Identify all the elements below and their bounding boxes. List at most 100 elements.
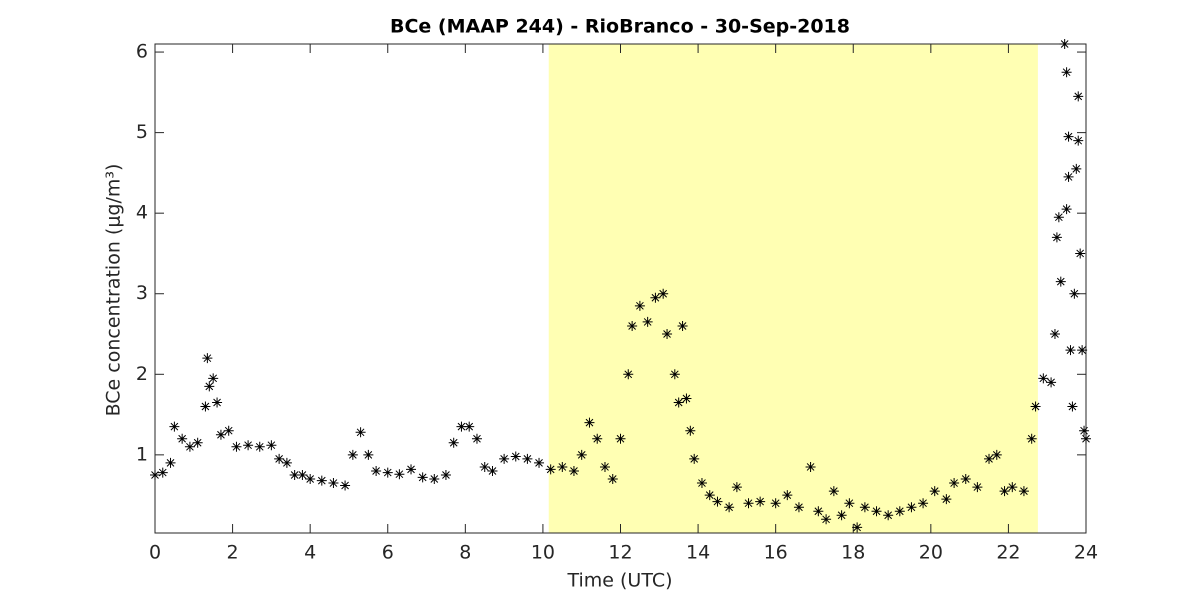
data-point [821, 514, 832, 525]
data-point [1067, 401, 1078, 412]
data-point [371, 465, 382, 476]
data-point [929, 486, 940, 497]
data-point [471, 433, 482, 444]
data-point [883, 510, 894, 521]
data-point [456, 421, 467, 432]
data-point [607, 474, 618, 485]
data-point [1038, 373, 1049, 384]
data-point [984, 453, 995, 464]
data-point [712, 496, 723, 507]
data-point [615, 433, 626, 444]
data-point [200, 401, 211, 412]
data-point [828, 486, 839, 497]
data-point [793, 502, 804, 513]
data-point [499, 453, 510, 464]
data-point [852, 522, 863, 533]
data-point [316, 475, 327, 486]
y-tick-label: 1 [136, 443, 148, 465]
data-point [429, 474, 440, 485]
data-point [522, 453, 533, 464]
data-point [1065, 345, 1076, 356]
data-point [658, 288, 669, 299]
x-tick-label: 22 [996, 542, 1020, 564]
data-point [202, 353, 213, 364]
data-point [184, 441, 195, 452]
data-point [1077, 345, 1088, 356]
data-point [382, 467, 393, 478]
data-point [836, 510, 847, 521]
y-tick-label: 5 [136, 121, 148, 143]
x-tick-label: 4 [304, 542, 316, 564]
data-point [355, 427, 366, 438]
x-tick-label: 24 [1074, 542, 1098, 564]
data-point [1071, 163, 1082, 174]
data-point [417, 472, 428, 483]
data-point [1055, 276, 1066, 287]
data-point [215, 429, 226, 440]
y-axis-label: BCe concentration (μg/m³) [103, 164, 125, 417]
data-point [281, 457, 292, 468]
data-point [731, 482, 742, 493]
x-tick-label: 12 [608, 542, 632, 564]
data-point [623, 369, 634, 380]
x-tick-label: 0 [149, 542, 161, 564]
data-point [906, 502, 917, 513]
data-point [165, 457, 176, 468]
data-point [592, 433, 603, 444]
data-point [448, 437, 459, 448]
data-point [859, 502, 870, 513]
data-point [1030, 401, 1041, 412]
data-point [157, 467, 168, 478]
data-point [479, 461, 490, 472]
data-point [177, 433, 188, 444]
data-point [266, 440, 277, 451]
data-point [274, 453, 285, 464]
data-point [960, 474, 971, 485]
data-point [972, 482, 983, 493]
x-tick-label: 8 [459, 542, 471, 564]
data-point [685, 425, 696, 436]
data-point [673, 397, 684, 408]
data-point [1059, 39, 1070, 49]
data-point [1026, 433, 1037, 444]
data-point [1049, 329, 1060, 340]
data-point [169, 421, 180, 432]
data-point [208, 373, 219, 384]
data-point [599, 461, 610, 472]
data-point [568, 465, 579, 476]
data-point [782, 490, 793, 501]
data-point [681, 393, 692, 404]
data-point [406, 464, 417, 475]
data-point [340, 480, 351, 491]
x-tick-label: 6 [382, 542, 394, 564]
data-point [991, 449, 1002, 460]
data-point [813, 506, 824, 517]
data-point [1063, 131, 1074, 142]
data-point [1069, 288, 1080, 299]
data-point [394, 469, 405, 480]
data-point [844, 498, 855, 509]
data-point [669, 369, 680, 380]
data-point [347, 449, 358, 460]
data-point [941, 494, 952, 505]
data-point [289, 469, 300, 480]
data-point [1053, 212, 1064, 223]
data-point [363, 449, 374, 460]
y-tick-label: 3 [136, 282, 148, 304]
data-point [150, 469, 160, 480]
data-point [584, 417, 595, 428]
y-tick-label: 6 [136, 41, 148, 63]
data-point [1073, 135, 1084, 146]
x-axis-label: Time (UTC) [566, 570, 672, 592]
data-point [231, 441, 242, 452]
x-tick-label: 2 [227, 542, 239, 564]
data-point [755, 496, 766, 507]
data-point [204, 381, 215, 392]
daytime-band [548, 44, 1038, 533]
data-point [557, 461, 568, 472]
data-point [662, 329, 673, 340]
data-point [1018, 486, 1029, 497]
data-point [1063, 171, 1074, 182]
data-point [576, 449, 587, 460]
